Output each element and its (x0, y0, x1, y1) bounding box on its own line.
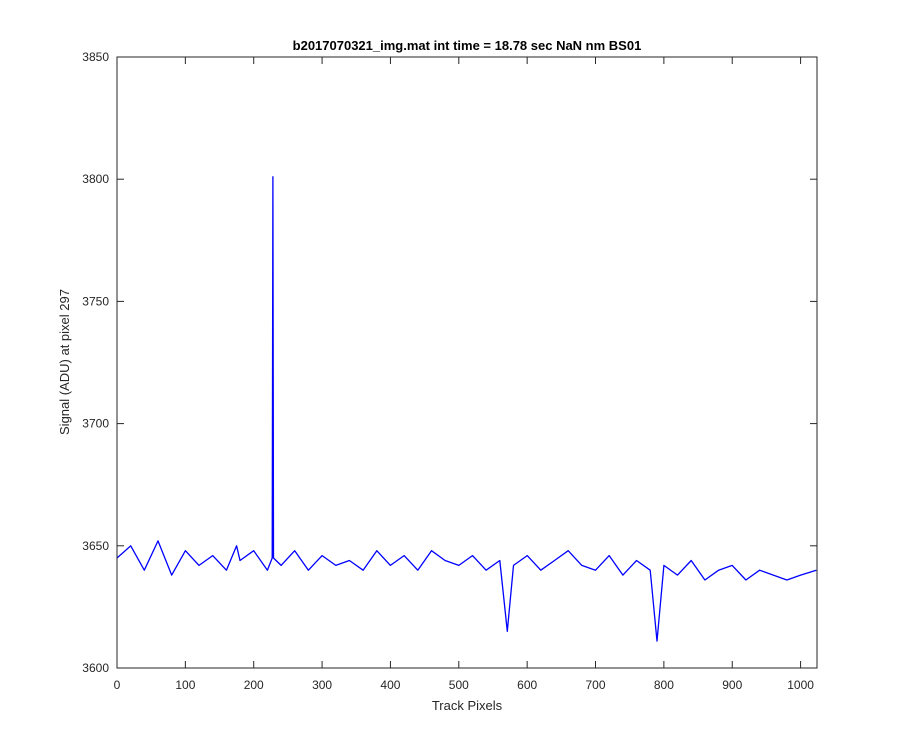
y-tick-label: 3700 (82, 417, 109, 431)
tick-labels-layer: 0 100 200 300 400 500 600 700 800 900 1000 3600 3650… (82, 50, 814, 692)
x-tick-label: 600 (517, 678, 537, 692)
y-tick-label: 3650 (82, 539, 109, 553)
x-tick-label: 200 (244, 678, 264, 692)
y-tick-label: 3850 (82, 50, 109, 64)
x-tick-label: 300 (312, 678, 332, 692)
y-tick-label: 3600 (82, 661, 109, 675)
y-axis-label: Signal (ADU) at pixel 297 (57, 289, 72, 435)
y-tick-label: 3800 (82, 172, 109, 186)
x-tick-label: 0 (114, 678, 121, 692)
x-tick-label: 400 (380, 678, 400, 692)
x-tick-label: 500 (449, 678, 469, 692)
x-tick-label: 100 (175, 678, 195, 692)
x-tick-label: 700 (586, 678, 606, 692)
series-line (116, 176, 817, 642)
y-tick-label: 3750 (82, 294, 109, 308)
x-tick-label: 800 (654, 678, 674, 692)
x-axis-label: Track Pixels (432, 698, 503, 713)
x-tick-label: 900 (722, 678, 742, 692)
x-tick-label: 1000 (787, 678, 814, 692)
plot-frame (116, 56, 818, 669)
chart-title: b2017070321_img.mat int time = 18.78 sec… (293, 38, 642, 53)
plot-area (117, 57, 817, 668)
